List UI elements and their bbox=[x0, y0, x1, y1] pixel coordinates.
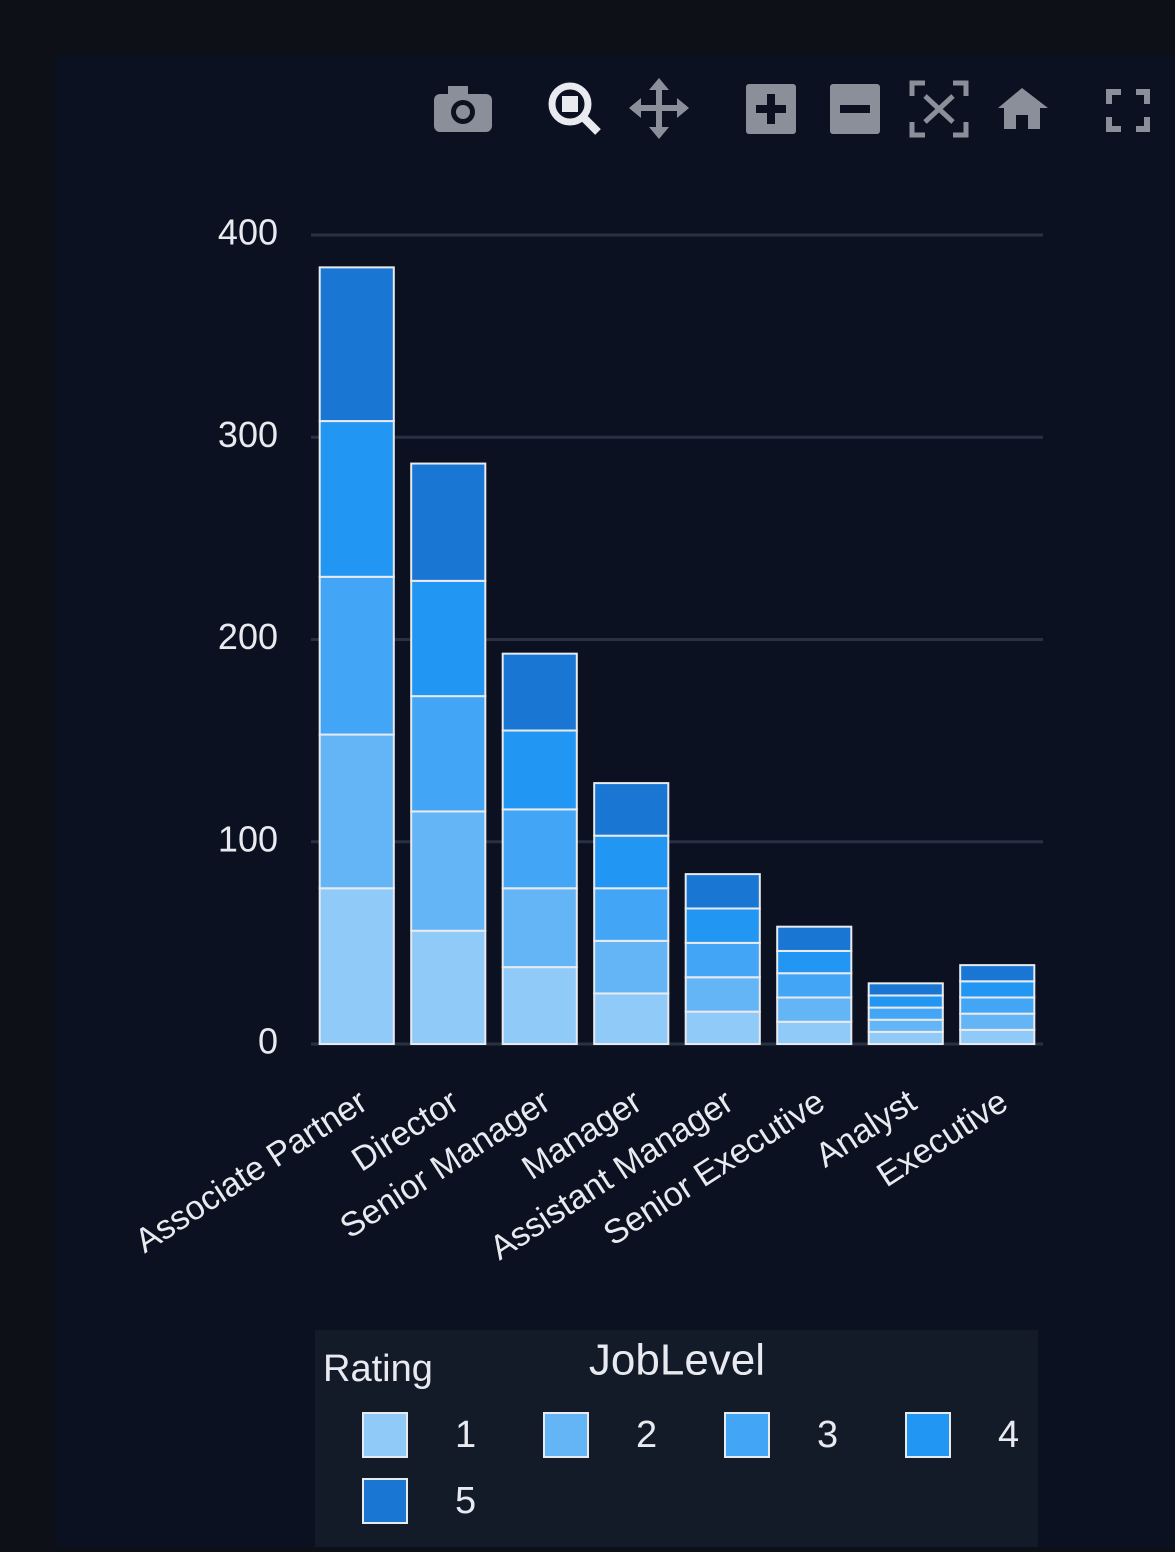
bar-segment bbox=[684, 873, 761, 910]
bar-segment bbox=[776, 996, 853, 1023]
bar-segment bbox=[318, 266, 395, 423]
bar-segment bbox=[501, 729, 578, 811]
fullscreen-icon[interactable] bbox=[1106, 89, 1150, 132]
bar-segment bbox=[318, 575, 395, 736]
bar-segment bbox=[684, 976, 761, 1013]
y-tick-label: 300 bbox=[218, 414, 278, 455]
bar-segment bbox=[684, 1010, 761, 1046]
legend-swatch bbox=[362, 1412, 408, 1458]
bar-segment bbox=[959, 1012, 1036, 1031]
bar-segment bbox=[501, 652, 578, 732]
bar-segment bbox=[318, 733, 395, 890]
bar-segment bbox=[593, 939, 670, 995]
bar-segment bbox=[410, 810, 487, 932]
legend-swatch bbox=[362, 1478, 408, 1524]
bar-segment bbox=[410, 579, 487, 698]
legend-swatch bbox=[905, 1412, 951, 1458]
bar-segment bbox=[776, 1020, 853, 1046]
bar-segment bbox=[593, 992, 670, 1045]
bar-segment bbox=[501, 966, 578, 1046]
legend-swatch bbox=[724, 1412, 770, 1458]
legend-swatch bbox=[543, 1412, 589, 1458]
bar-segment bbox=[959, 996, 1036, 1015]
bar-segment bbox=[867, 1006, 944, 1021]
pan-icon[interactable] bbox=[629, 78, 689, 139]
bar-segment bbox=[318, 420, 395, 578]
bar-segment bbox=[410, 929, 487, 1045]
bar-segment bbox=[776, 925, 853, 952]
y-tick-label: 400 bbox=[218, 212, 278, 253]
bar-segment bbox=[867, 1030, 944, 1045]
bar-segment bbox=[776, 949, 853, 975]
bar-segment bbox=[867, 1018, 944, 1033]
bar-segment bbox=[959, 980, 1036, 999]
bar-segment bbox=[318, 887, 395, 1046]
bar-segment bbox=[501, 887, 578, 969]
bar-segment bbox=[593, 782, 670, 837]
y-tick-label: 100 bbox=[218, 818, 278, 859]
bar-segment bbox=[410, 695, 487, 813]
y-tick-label: 200 bbox=[218, 616, 278, 657]
chart-title: JobLevel bbox=[589, 1336, 765, 1385]
bar-segment bbox=[776, 972, 853, 999]
bar-segment bbox=[959, 1028, 1036, 1046]
bar-segment bbox=[684, 941, 761, 979]
bar-segment bbox=[959, 964, 1036, 983]
bar-segment bbox=[410, 462, 487, 582]
camera-icon[interactable] bbox=[434, 86, 492, 132]
zoom-icon[interactable] bbox=[548, 82, 601, 135]
legend-label: 5 bbox=[455, 1480, 476, 1522]
bar-segment bbox=[593, 834, 670, 890]
modebar[interactable] bbox=[434, 78, 1150, 139]
bar-segment bbox=[501, 808, 578, 890]
legend-label: 2 bbox=[636, 1414, 657, 1456]
zoom-in-icon[interactable] bbox=[746, 84, 796, 134]
y-tick-label: 0 bbox=[258, 1021, 278, 1062]
bar-segment bbox=[593, 887, 670, 942]
legend-label: 1 bbox=[455, 1414, 476, 1456]
bar-segment bbox=[867, 994, 944, 1009]
legend-label: 4 bbox=[998, 1414, 1019, 1456]
bar-segment bbox=[867, 982, 944, 997]
zoom-out-icon[interactable] bbox=[830, 84, 880, 134]
bar-segment bbox=[684, 907, 761, 944]
legend-title: Rating bbox=[323, 1348, 433, 1390]
home-icon[interactable] bbox=[998, 88, 1048, 129]
legend-label: 3 bbox=[817, 1414, 838, 1456]
autoscale-icon[interactable] bbox=[909, 80, 969, 138]
